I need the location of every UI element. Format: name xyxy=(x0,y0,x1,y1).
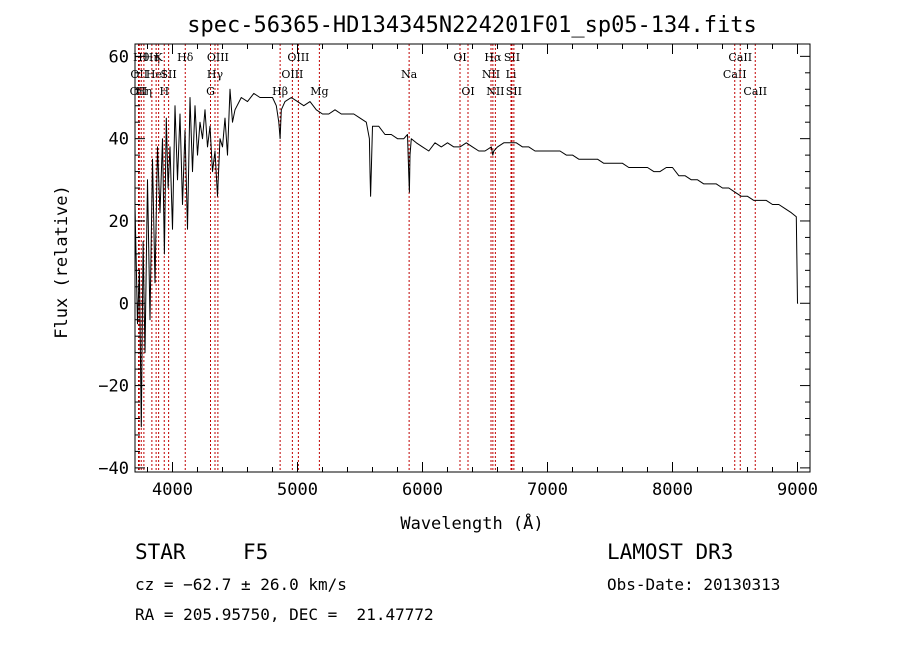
x-tick-label: 4000 xyxy=(152,480,193,500)
line-marker-label: Hθ xyxy=(133,51,150,64)
y-tick-label: 60 xyxy=(109,47,129,67)
line-marker-label: OIII xyxy=(207,51,229,64)
line-marker-label: CaII xyxy=(723,68,747,81)
y-tick-label: −20 xyxy=(98,377,129,397)
line-marker-label: OI xyxy=(453,51,466,64)
line-marker-label: Hη xyxy=(136,85,152,98)
x-tick-label: 5000 xyxy=(277,480,318,500)
line-marker-label: K xyxy=(155,51,164,64)
x-tick-label: 6000 xyxy=(402,480,443,500)
line-marker-label: OII xyxy=(130,85,148,98)
emission-line-markers: OIIOIIHθHηHηHeIKHSIIHδGHγOIIIHβOIIIOIIIM… xyxy=(130,44,767,472)
survey-name: LAMOST DR3 xyxy=(607,540,734,564)
axes: 4000 5000 6000 7000 8000 9000 −40 −20 0 20 40 60 xyxy=(98,44,818,500)
line-marker-label: NII xyxy=(482,68,500,81)
spectrum-series xyxy=(134,88,799,428)
line-marker-label: CaII xyxy=(743,85,767,98)
coordinates: RA = 205.95750, DEC = 21.47772 xyxy=(135,605,434,624)
line-marker-label: Hα xyxy=(484,51,502,64)
line-marker-label: G xyxy=(206,85,215,98)
y-tick-label: 40 xyxy=(109,130,129,150)
line-marker-label: Hγ xyxy=(207,68,224,81)
y-tick-label: −40 xyxy=(98,459,129,479)
line-marker-label: OIII xyxy=(287,51,309,64)
line-marker-label: H xyxy=(159,85,169,98)
line-marker-label: Mg xyxy=(310,85,328,98)
line-marker-label: OI xyxy=(461,85,474,98)
line-marker-label: Li xyxy=(506,68,517,81)
line-marker-label: CaII xyxy=(728,51,752,64)
y-tick-label: 20 xyxy=(109,212,129,232)
x-tick-label: 9000 xyxy=(777,480,818,500)
line-marker-label: HeI xyxy=(146,68,166,81)
y-axis-label: Flux (relative) xyxy=(52,185,72,339)
line-marker-label: Hδ xyxy=(177,51,194,64)
redshift-cz: cz = −62.7 ± 26.0 km/s xyxy=(135,575,347,594)
line-marker-label: SII xyxy=(161,68,177,81)
line-marker-label: SII xyxy=(504,51,520,64)
y-tick-label: 0 xyxy=(119,294,129,314)
line-marker-label: SII xyxy=(506,85,522,98)
object-class: STAR xyxy=(135,540,186,564)
spectral-subclass: F5 xyxy=(243,540,269,564)
x-axis-label: Wavelength (Å) xyxy=(400,512,543,534)
x-tick-label: 7000 xyxy=(527,480,568,500)
chart-title: spec-56365-HD134345N224201F01_sp05-134.f… xyxy=(187,13,757,38)
observation-date: Obs-Date: 20130313 xyxy=(607,575,781,594)
spectrum-line xyxy=(134,88,799,428)
line-marker-label: NII xyxy=(486,85,504,98)
line-marker-label: OIII xyxy=(281,68,303,81)
line-marker-label: Hβ xyxy=(272,85,288,98)
line-marker-label: Na xyxy=(401,68,418,81)
x-tick-label: 8000 xyxy=(652,480,693,500)
